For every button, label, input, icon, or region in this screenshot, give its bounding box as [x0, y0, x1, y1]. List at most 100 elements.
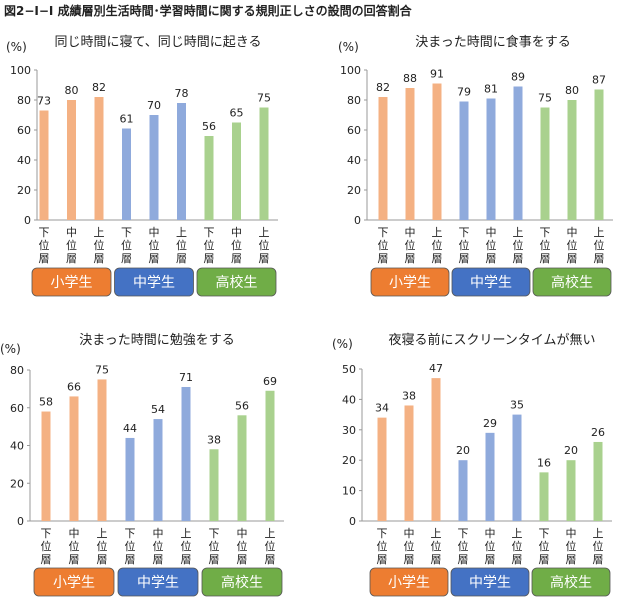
data-label: 73 [37, 95, 51, 108]
y-unit-label: (%) [338, 40, 359, 54]
category-label: 下位層 [458, 527, 469, 566]
category-label: 中位層 [66, 226, 77, 265]
school-group-label: 中学生 [133, 275, 175, 291]
y-tick-label: 60 [347, 124, 361, 137]
y-tick-label: 0 [354, 214, 361, 227]
school-group-badge [369, 567, 449, 597]
school-group-label: 高校生 [216, 274, 258, 291]
category-label: 中位層 [405, 226, 416, 265]
y-tick-label: 40 [17, 154, 31, 167]
category-label: 中位層 [566, 527, 577, 566]
y-tick-label: 100 [340, 64, 361, 77]
data-label: 61 [120, 113, 134, 126]
category-label: 上位層 [259, 226, 270, 265]
bar [566, 460, 576, 521]
chart-title: 夜寝る前にスクリーンタイムが無い [388, 332, 595, 348]
data-label: 75 [538, 92, 552, 105]
bar [377, 417, 387, 521]
chart-svg: 決まった時間に食事をする (%) 0 20 40 60 80 100 82 下位層 88 中位層 91 上… [338, 34, 613, 297]
data-label: 44 [123, 422, 137, 435]
category-label: 下位層 [377, 527, 388, 566]
school-group-label: 高校生 [550, 574, 592, 591]
category-label: 中位層 [231, 226, 242, 265]
bar [459, 101, 469, 220]
school-group-badge [450, 567, 530, 597]
y-unit-label: (%) [0, 342, 21, 356]
y-tick-label: 20 [10, 477, 24, 490]
bar [567, 100, 577, 220]
school-group-badge [451, 267, 531, 297]
school-group-badge [33, 567, 115, 597]
category-label: 中位層 [486, 226, 497, 265]
data-label: 82 [376, 81, 390, 94]
bar [67, 100, 76, 220]
category-label: 下位層 [125, 527, 136, 566]
data-label: 20 [456, 444, 470, 457]
category-label: 中位層 [69, 527, 80, 566]
chart-panel-sleep: 同じ時間に寝て、同じ時間に起きる (%) 0 20 40 60 80 100 73 下位層 80 中位… [0, 26, 314, 302]
category-label: 中位層 [485, 527, 496, 566]
category-label: 上位層 [593, 527, 604, 566]
y-unit-label: (%) [332, 337, 353, 351]
bar [97, 379, 107, 521]
y-tick-label: 0 [17, 515, 24, 528]
data-label: 80 [65, 84, 79, 97]
chart-panel-study: 決まった時間に勉強をする (%) 0 20 40 60 80 58 下位層 66 中位層 75 上位層 4… [0, 326, 314, 601]
school-group-badge [201, 567, 283, 597]
y-tick-label: 40 [342, 393, 356, 406]
school-group-label: 中学生 [470, 275, 512, 291]
school-group-label: 中学生 [469, 575, 511, 591]
category-label: 上位層 [94, 226, 105, 265]
chart-svg: 同じ時間に寝て、同じ時間に起きる (%) 0 20 40 60 80 100 73 下位層 80 中位… [6, 34, 278, 297]
category-label: 上位層 [431, 527, 442, 566]
school-group-badge [531, 567, 611, 597]
category-label: 上位層 [513, 226, 524, 265]
bar [122, 128, 131, 220]
school-group-badge [196, 267, 277, 297]
category-label: 下位層 [204, 226, 215, 265]
bar [265, 390, 275, 521]
bar [593, 441, 603, 521]
bar [94, 97, 104, 220]
school-group-badge [532, 267, 612, 297]
data-label: 16 [537, 456, 551, 469]
data-label: 70 [147, 99, 161, 112]
category-label: 下位層 [539, 527, 550, 566]
data-label: 65 [230, 107, 244, 120]
data-label: 35 [510, 399, 524, 412]
data-label: 54 [151, 403, 165, 416]
y-tick-label: 60 [10, 402, 24, 415]
school-group-badge [370, 267, 450, 297]
category-label: 下位層 [378, 226, 389, 265]
data-label: 89 [511, 71, 525, 84]
category-label: 上位層 [181, 527, 192, 566]
school-group-label: 小学生 [51, 275, 93, 291]
data-label: 79 [457, 86, 471, 99]
data-label: 78 [175, 87, 189, 100]
chart-title: 決まった時間に食事をする [415, 34, 570, 50]
bar [594, 89, 604, 220]
bar [204, 136, 214, 220]
chart-title: 同じ時間に寝て、同じ時間に起きる [54, 34, 261, 50]
bar [259, 107, 269, 220]
data-label: 29 [483, 417, 497, 430]
category-label: 上位層 [97, 527, 108, 566]
data-label: 81 [484, 83, 498, 96]
y-tick-label: 60 [17, 124, 31, 137]
category-label: 上位層 [176, 226, 187, 265]
bar [69, 396, 79, 521]
y-tick-label: 20 [342, 454, 356, 467]
school-group-label: 中学生 [137, 575, 179, 591]
data-label: 58 [39, 396, 53, 409]
y-tick-label: 40 [10, 440, 24, 453]
school-group-badge [114, 267, 194, 297]
chart-panel-meal: 決まった時間に食事をする (%) 0 20 40 60 80 100 82 下位層 88 中位層 91 上… [330, 26, 628, 302]
school-group-label: 高校生 [221, 574, 263, 591]
bar [485, 432, 495, 521]
y-tick-label: 80 [347, 94, 361, 107]
bar [39, 110, 49, 220]
category-label: 下位層 [41, 527, 52, 566]
bar [153, 419, 163, 521]
bar [405, 88, 415, 220]
bar [181, 386, 191, 521]
